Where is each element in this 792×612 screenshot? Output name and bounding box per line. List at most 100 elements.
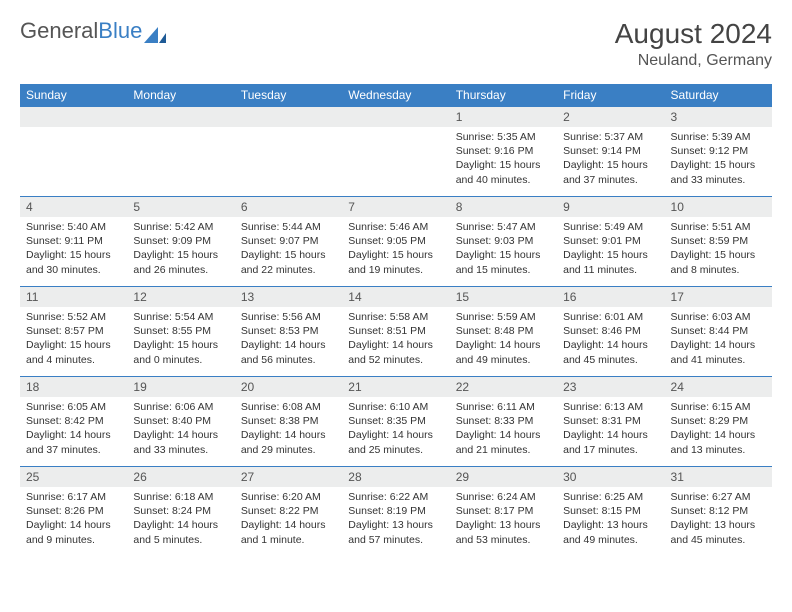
day-details: Sunrise: 6:24 AMSunset: 8:17 PMDaylight:… [450, 487, 557, 550]
daylight-line: Daylight: 13 hours and 53 minutes. [456, 518, 551, 546]
daylight-line: Daylight: 13 hours and 57 minutes. [348, 518, 443, 546]
daylight-line: Daylight: 14 hours and 13 minutes. [671, 428, 766, 456]
day-details: Sunrise: 5:47 AMSunset: 9:03 PMDaylight:… [450, 217, 557, 280]
calendar-day: 4Sunrise: 5:40 AMSunset: 9:11 PMDaylight… [20, 197, 127, 287]
calendar-day: 26Sunrise: 6:18 AMSunset: 8:24 PMDayligh… [127, 467, 234, 557]
daylight-line: Daylight: 15 hours and 33 minutes. [671, 158, 766, 186]
day-details: Sunrise: 5:40 AMSunset: 9:11 PMDaylight:… [20, 217, 127, 280]
sunrise-line: Sunrise: 6:27 AM [671, 490, 766, 504]
day-number: 4 [20, 197, 127, 217]
calendar-empty [342, 107, 449, 197]
calendar-day: 24Sunrise: 6:15 AMSunset: 8:29 PMDayligh… [665, 377, 772, 467]
sunset-line: Sunset: 8:42 PM [26, 414, 121, 428]
daylight-line: Daylight: 15 hours and 19 minutes. [348, 248, 443, 276]
sunset-line: Sunset: 8:19 PM [348, 504, 443, 518]
daylight-line: Daylight: 15 hours and 22 minutes. [241, 248, 336, 276]
day-details: Sunrise: 6:13 AMSunset: 8:31 PMDaylight:… [557, 397, 664, 460]
weekday-header: Sunday [20, 84, 127, 107]
sunrise-line: Sunrise: 6:15 AM [671, 400, 766, 414]
calendar-day: 14Sunrise: 5:58 AMSunset: 8:51 PMDayligh… [342, 287, 449, 377]
day-number: 3 [665, 107, 772, 127]
calendar-day: 6Sunrise: 5:44 AMSunset: 9:07 PMDaylight… [235, 197, 342, 287]
day-number: 9 [557, 197, 664, 217]
daylight-line: Daylight: 15 hours and 40 minutes. [456, 158, 551, 186]
day-number [342, 107, 449, 127]
sunset-line: Sunset: 8:53 PM [241, 324, 336, 338]
day-number: 6 [235, 197, 342, 217]
calendar-day: 17Sunrise: 6:03 AMSunset: 8:44 PMDayligh… [665, 287, 772, 377]
brand-logo: GeneralBlue [20, 18, 166, 44]
day-details: Sunrise: 6:05 AMSunset: 8:42 PMDaylight:… [20, 397, 127, 460]
sunrise-line: Sunrise: 5:35 AM [456, 130, 551, 144]
calendar-day: 10Sunrise: 5:51 AMSunset: 8:59 PMDayligh… [665, 197, 772, 287]
location: Neuland, Germany [615, 52, 772, 70]
calendar-day: 15Sunrise: 5:59 AMSunset: 8:48 PMDayligh… [450, 287, 557, 377]
sunrise-line: Sunrise: 5:54 AM [133, 310, 228, 324]
day-number [127, 107, 234, 127]
calendar-day: 18Sunrise: 6:05 AMSunset: 8:42 PMDayligh… [20, 377, 127, 467]
sunrise-line: Sunrise: 6:13 AM [563, 400, 658, 414]
day-details: Sunrise: 6:10 AMSunset: 8:35 PMDaylight:… [342, 397, 449, 460]
daylight-line: Daylight: 14 hours and 33 minutes. [133, 428, 228, 456]
calendar-day: 1Sunrise: 5:35 AMSunset: 9:16 PMDaylight… [450, 107, 557, 197]
weekday-header-row: SundayMondayTuesdayWednesdayThursdayFrid… [20, 84, 772, 107]
sunset-line: Sunset: 9:12 PM [671, 144, 766, 158]
calendar-day: 29Sunrise: 6:24 AMSunset: 8:17 PMDayligh… [450, 467, 557, 557]
daylight-line: Daylight: 14 hours and 41 minutes. [671, 338, 766, 366]
sunset-line: Sunset: 9:11 PM [26, 234, 121, 248]
sunset-line: Sunset: 8:26 PM [26, 504, 121, 518]
sunset-line: Sunset: 8:33 PM [456, 414, 551, 428]
calendar-day: 19 Sunrise: 6:06 AMSunset: 8:40 PMDayligh… [127, 377, 234, 467]
day-number: 19 [127, 377, 234, 397]
daylight-line: Daylight: 14 hours and 52 minutes. [348, 338, 443, 366]
weekday-header: Friday [557, 84, 664, 107]
daylight-line: Daylight: 15 hours and 8 minutes. [671, 248, 766, 276]
day-details: Sunrise: 6:27 AMSunset: 8:12 PMDaylight:… [665, 487, 772, 550]
sunset-line: Sunset: 8:57 PM [26, 324, 121, 338]
weekday-header: Tuesday [235, 84, 342, 107]
day-details: Sunrise: 5:54 AMSunset: 8:55 PMDaylight:… [127, 307, 234, 370]
sunset-line: Sunset: 8:59 PM [671, 234, 766, 248]
calendar-row: 4Sunrise: 5:40 AMSunset: 9:11 PMDaylight… [20, 197, 772, 287]
day-details: Sunrise: 6:25 AMSunset: 8:15 PMDaylight:… [557, 487, 664, 550]
day-number: 22 [450, 377, 557, 397]
day-number: 28 [342, 467, 449, 487]
brand-part1: General [20, 18, 98, 44]
daylight-line: Daylight: 13 hours and 49 minutes. [563, 518, 658, 546]
sunrise-line: Sunrise: 6:24 AM [456, 490, 551, 504]
day-number: 21 [342, 377, 449, 397]
day-number: 31 [665, 467, 772, 487]
sunrise-line: Sunrise: 6:17 AM [26, 490, 121, 504]
calendar-empty [20, 107, 127, 197]
day-number: 10 [665, 197, 772, 217]
header: GeneralBlue August 2024 Neuland, Germany [20, 18, 772, 70]
day-number: 16 [557, 287, 664, 307]
day-number: 2 [557, 107, 664, 127]
daylight-line: Daylight: 15 hours and 26 minutes. [133, 248, 228, 276]
sunrise-line: Sunrise: 6:05 AM [26, 400, 121, 414]
day-details: Sunrise: 5:51 AMSunset: 8:59 PMDaylight:… [665, 217, 772, 280]
daylight-line: Daylight: 14 hours and 49 minutes. [456, 338, 551, 366]
day-number [235, 107, 342, 127]
sunrise-line: Sunrise: 6:22 AM [348, 490, 443, 504]
calendar-row: 1Sunrise: 5:35 AMSunset: 9:16 PMDaylight… [20, 107, 772, 197]
sunset-line: Sunset: 9:05 PM [348, 234, 443, 248]
sunset-line: Sunset: 8:35 PM [348, 414, 443, 428]
calendar-body: 1Sunrise: 5:35 AMSunset: 9:16 PMDaylight… [20, 107, 772, 557]
calendar-day: 7Sunrise: 5:46 AMSunset: 9:05 PMDaylight… [342, 197, 449, 287]
day-details: Sunrise: 5:42 AMSunset: 9:09 PMDaylight:… [127, 217, 234, 280]
calendar-day: 8Sunrise: 5:47 AMSunset: 9:03 PMDaylight… [450, 197, 557, 287]
sunset-line: Sunset: 8:38 PM [241, 414, 336, 428]
day-details: Sunrise: 5:46 AMSunset: 9:05 PMDaylight:… [342, 217, 449, 280]
sunset-line: Sunset: 8:40 PM [133, 414, 228, 428]
sunset-line: Sunset: 8:22 PM [241, 504, 336, 518]
sunrise-line: Sunrise: 6:06 AM [133, 400, 228, 414]
calendar-day: 30Sunrise: 6:25 AMSunset: 8:15 PMDayligh… [557, 467, 664, 557]
daylight-line: Daylight: 14 hours and 25 minutes. [348, 428, 443, 456]
sunset-line: Sunset: 8:55 PM [133, 324, 228, 338]
sunset-line: Sunset: 8:12 PM [671, 504, 766, 518]
sunrise-line: Sunrise: 5:59 AM [456, 310, 551, 324]
calendar-day: 27Sunrise: 6:20 AMSunset: 8:22 PMDayligh… [235, 467, 342, 557]
day-details: Sunrise: 6:15 AMSunset: 8:29 PMDaylight:… [665, 397, 772, 460]
calendar-empty [127, 107, 234, 197]
